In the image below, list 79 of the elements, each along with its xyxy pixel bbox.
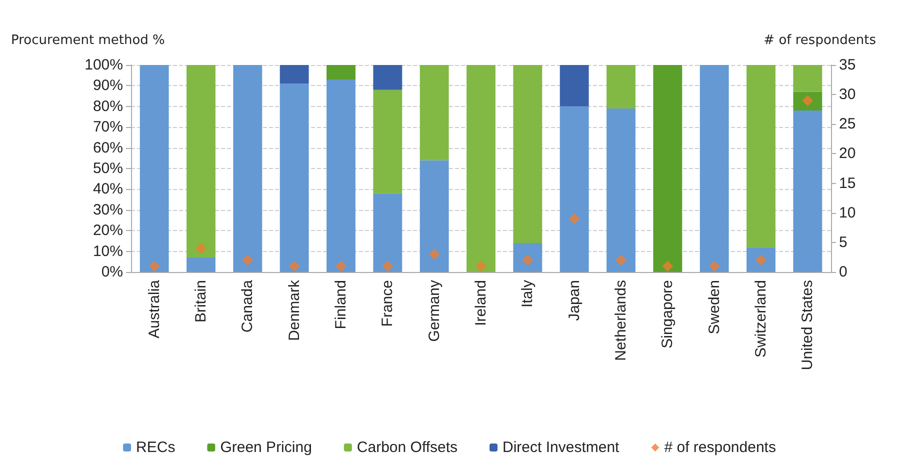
legend-label: # of respondents — [664, 439, 776, 456]
y-tick-label: 70% — [92, 118, 123, 136]
bar — [466, 65, 496, 272]
y-tick-label: 10% — [92, 242, 123, 260]
bar — [233, 65, 262, 272]
point — [288, 260, 300, 272]
bar — [186, 258, 216, 272]
x-tick-label: Sweden — [706, 280, 723, 334]
x-tick-label: Switzerland — [752, 280, 770, 358]
legend-label: RECs — [136, 439, 176, 456]
point — [428, 248, 440, 260]
x-tick-label: Japan — [566, 280, 583, 321]
bar — [420, 65, 449, 160]
x-tick-label: Italy — [519, 280, 536, 308]
point — [662, 260, 674, 272]
y2-tick-label: 20 — [839, 145, 856, 162]
bar — [793, 65, 822, 92]
x-tick-label: Denmark — [286, 280, 303, 341]
bar — [326, 65, 356, 80]
bar — [606, 108, 636, 272]
legend-label: Direct Investment — [502, 439, 620, 456]
bar — [560, 65, 589, 106]
x-tick-label: Singapore — [659, 280, 676, 348]
point — [242, 254, 254, 266]
point — [336, 260, 346, 272]
point — [382, 260, 394, 272]
x-tick-label: Finland — [332, 280, 350, 330]
point — [616, 254, 626, 266]
y2-axis-title: # of respondents — [764, 33, 876, 48]
bar — [653, 65, 682, 272]
bar — [373, 193, 402, 272]
y2-tick-label: 25 — [839, 116, 856, 133]
bar — [326, 79, 356, 272]
y-tick-label: 100% — [84, 56, 123, 74]
y-tick-label: 40% — [92, 180, 123, 198]
bar — [793, 110, 822, 272]
y-tick-label: 20% — [92, 222, 123, 240]
legend-label: Green Pricing — [220, 439, 312, 456]
bar — [373, 65, 402, 90]
bar — [280, 84, 309, 272]
point — [196, 242, 206, 254]
bar — [560, 106, 589, 272]
point — [476, 260, 486, 272]
y-tick-label: 0% — [101, 264, 123, 280]
bar — [513, 65, 542, 244]
bar — [373, 90, 402, 194]
legend-label: Carbon Offsets — [356, 439, 458, 456]
y-tick-label: 30% — [92, 201, 123, 218]
y2-tick-label: 5 — [839, 234, 848, 251]
y2-tick-label: 35 — [839, 56, 856, 74]
x-tick-label: Netherlands — [612, 280, 630, 361]
bar — [513, 243, 542, 272]
x-tick-label: Ireland — [472, 280, 490, 326]
point — [568, 213, 580, 224]
x-tick-label: France — [379, 280, 396, 327]
y-tick-label: 50% — [92, 160, 123, 177]
y-axis-title: Procurement method % — [11, 33, 165, 48]
point — [708, 260, 720, 272]
x-tick-label: Australia — [146, 279, 163, 338]
x-tick-label: Britain — [192, 280, 210, 323]
y-tick-label: 80% — [92, 98, 123, 115]
y2-tick-label: 30 — [839, 86, 856, 104]
bar — [140, 65, 169, 272]
y2-tick-label: 0 — [839, 264, 848, 280]
bar — [186, 65, 216, 258]
bar — [746, 247, 776, 272]
x-tick-label: Canada — [239, 279, 256, 333]
bar — [420, 160, 449, 272]
y-tick-label: 90% — [92, 77, 123, 94]
point — [148, 260, 160, 272]
bar — [746, 65, 776, 248]
x-tick-label: Germany — [426, 280, 443, 342]
bar — [280, 65, 309, 84]
y2-tick-label: 15 — [839, 174, 856, 192]
bar — [606, 65, 636, 108]
bar — [700, 65, 729, 272]
x-tick-label: United States — [799, 280, 816, 370]
y-tick-label: 60% — [92, 139, 123, 156]
y2-tick-label: 10 — [839, 204, 856, 222]
